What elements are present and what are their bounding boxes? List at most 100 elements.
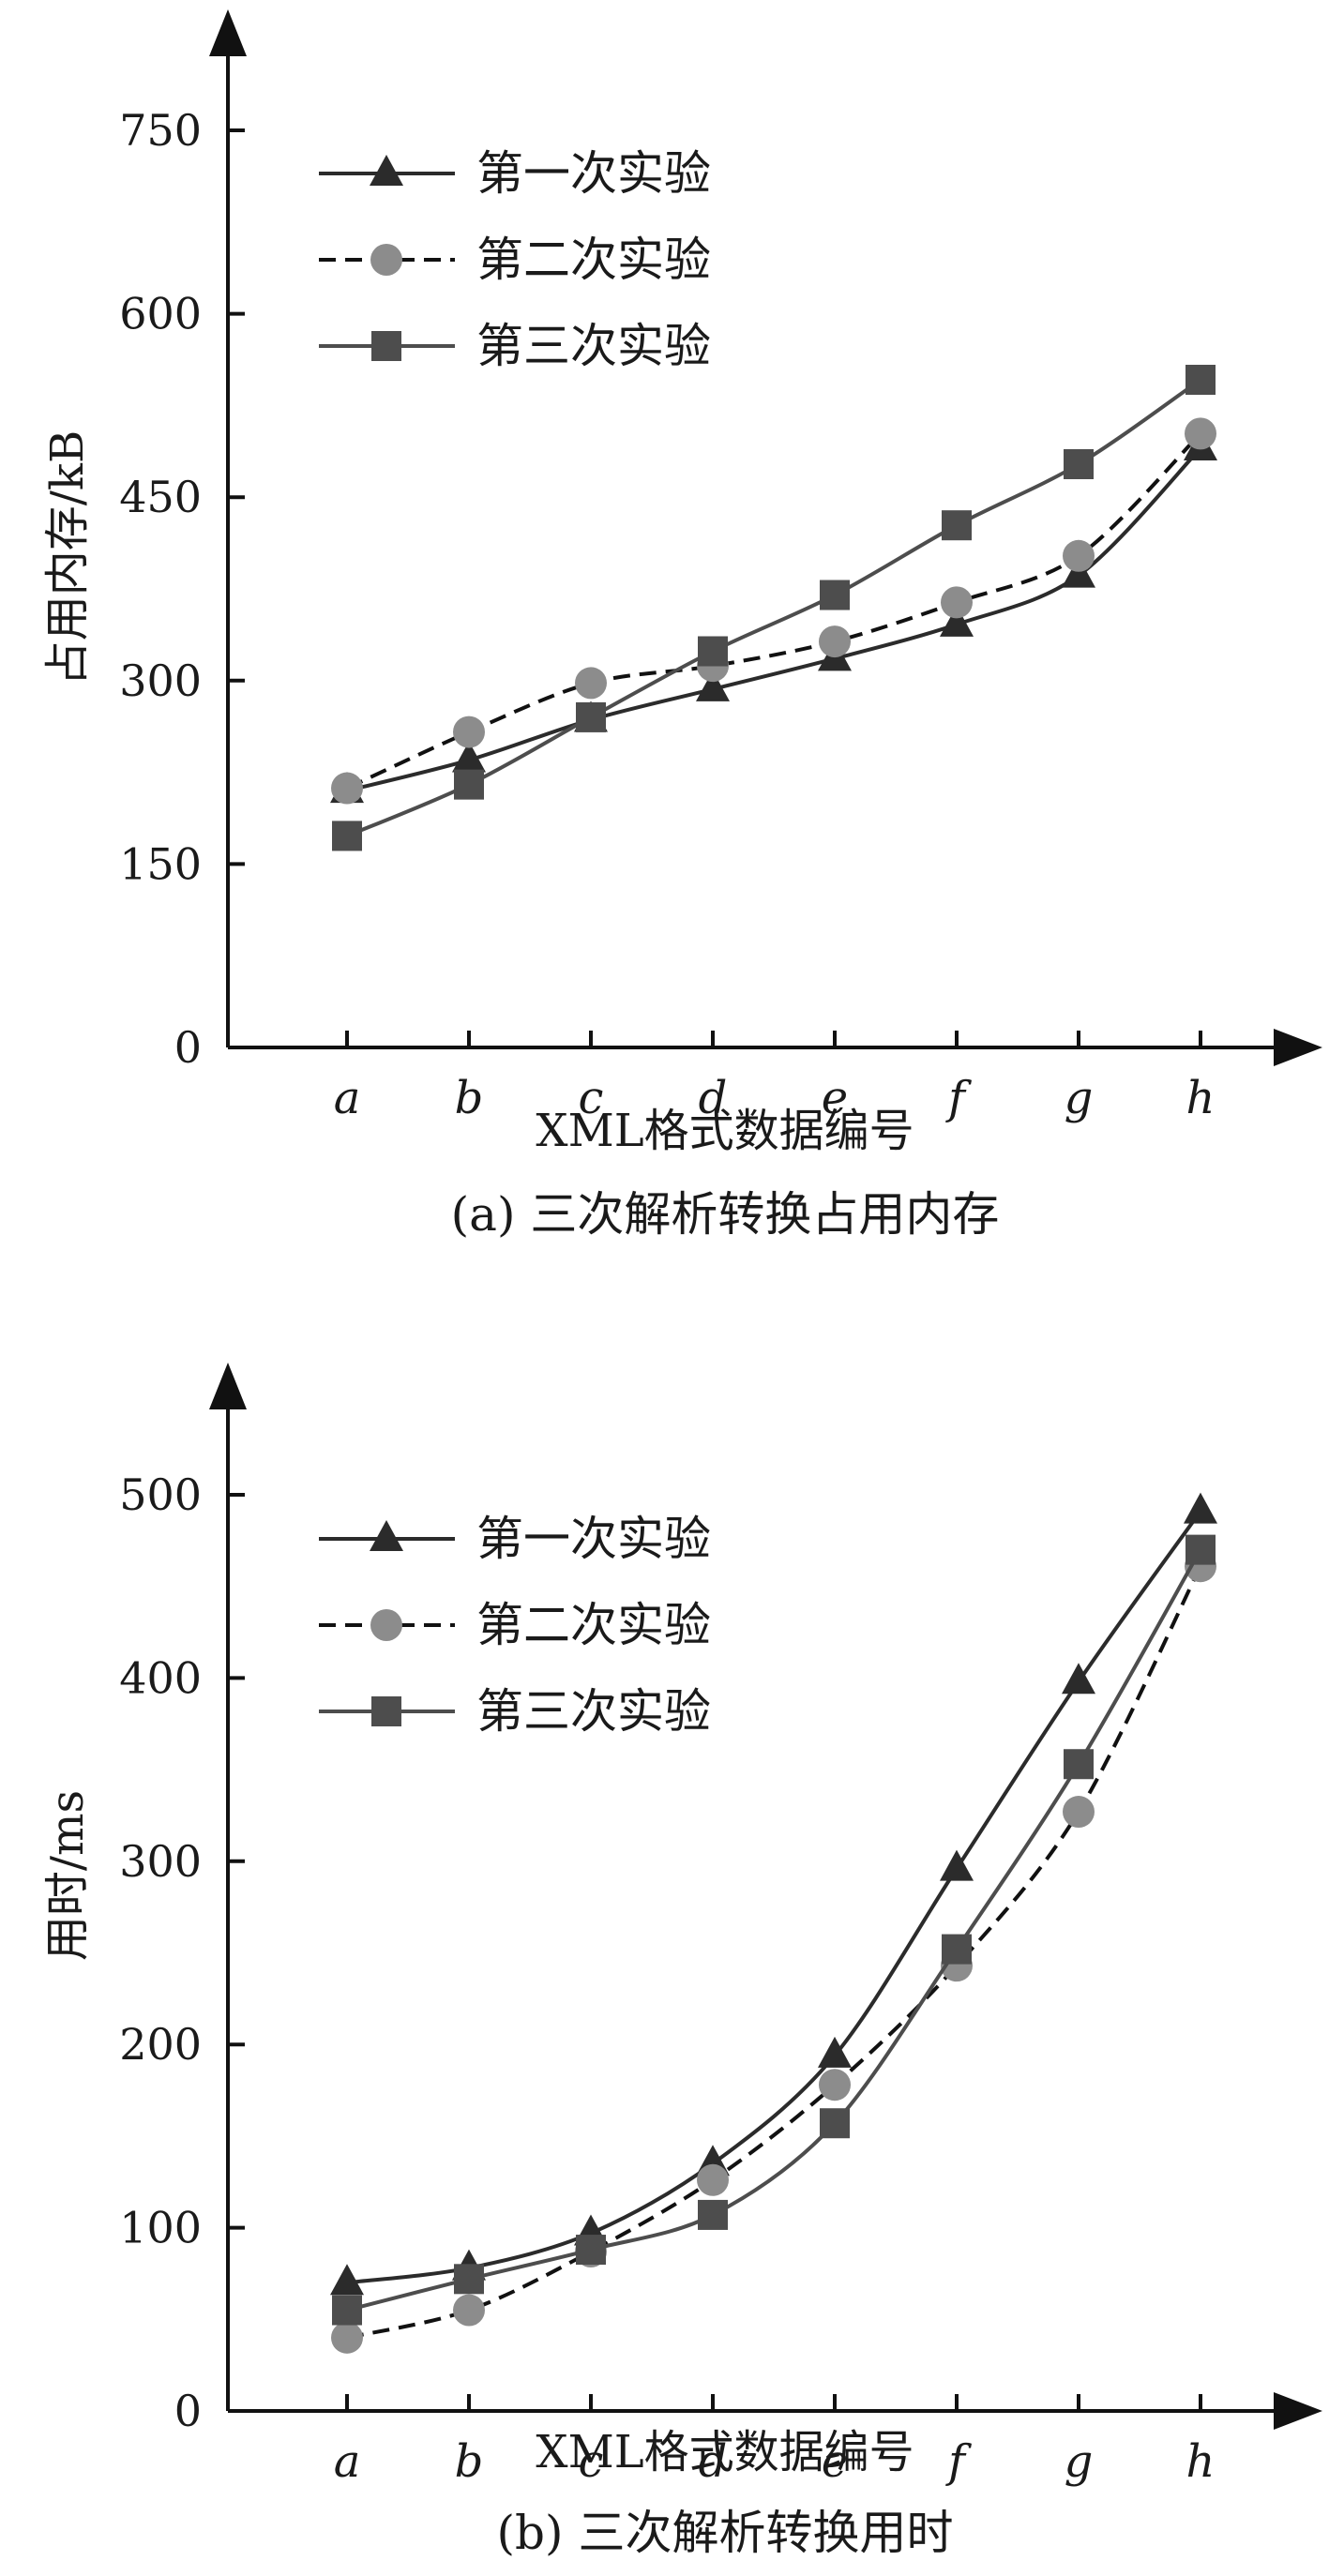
x-tick-label-memory: e [822, 1072, 848, 1124]
legend-label: 第三次实验 [476, 1684, 711, 1739]
series-line-time-1 [346, 1510, 1202, 2285]
data-point-time-1-a [330, 2264, 364, 2296]
data-point-memory-1-b [452, 741, 486, 773]
data-point-memory-3-g [1064, 448, 1094, 479]
y-tick-label-time: 300 [119, 1836, 202, 1887]
y-axis-arrow-time [209, 1363, 247, 1409]
data-point-memory-2-h [1185, 417, 1216, 450]
x-axis-arrow-time [1274, 2392, 1322, 2430]
series-memory-1 [330, 429, 1217, 804]
data-point-time-3-c [576, 2235, 606, 2266]
legend-label: 第一次实验 [476, 146, 711, 201]
x-tick-label-memory: d [699, 1072, 728, 1124]
x-tick-label-memory: a [334, 1072, 361, 1124]
legend-marker [370, 155, 403, 186]
data-point-time-1-g [1062, 1663, 1095, 1695]
legend-marker [370, 1609, 402, 1641]
data-point-memory-3-c [576, 701, 606, 732]
x-tick-label-memory: h [1186, 1072, 1216, 1124]
x-tick-label-memory: c [579, 1072, 604, 1124]
legend-marker [370, 244, 402, 276]
x-axis-arrow-memory [1274, 1029, 1322, 1066]
data-point-memory-1-g [1062, 556, 1095, 588]
x-tick-label-time: e [822, 2435, 848, 2488]
data-point-memory-3-e [820, 580, 850, 610]
y-tick-label-memory: 300 [119, 655, 202, 706]
legend-label: 第三次实验 [476, 319, 711, 373]
series-time-3 [332, 1534, 1216, 2326]
x-tick-label-memory: g [1065, 1072, 1094, 1124]
caption-time: (b) 三次解析转换用时 [497, 2506, 954, 2560]
data-point-memory-3-h [1186, 365, 1216, 396]
data-point-time-2-e [819, 2069, 851, 2101]
data-point-time-3-a [332, 2295, 362, 2326]
data-point-time-2-g [1063, 1796, 1095, 1829]
data-point-memory-1-f [940, 605, 974, 637]
data-point-time-3-h [1186, 1534, 1216, 1565]
data-point-memory-3-a [332, 821, 362, 851]
series-time-2 [331, 1550, 1216, 2354]
data-point-memory-2-c [575, 667, 607, 700]
legend-label: 第二次实验 [476, 1598, 711, 1652]
data-point-time-1-e [818, 2036, 852, 2068]
x-tick-label-time: h [1186, 2435, 1216, 2488]
data-point-time-1-f [940, 1849, 974, 1881]
x-tick-label-memory: f [945, 1072, 972, 1124]
y-tick-label-time: 200 [119, 2019, 202, 2070]
data-point-memory-2-b [453, 716, 485, 748]
data-point-time-1-h [1184, 1492, 1217, 1524]
y-tick-label-time: 400 [119, 1652, 202, 1703]
data-point-time-2-a [331, 2321, 363, 2354]
data-point-time-3-f [942, 1934, 972, 1965]
data-point-time-3-d [698, 2199, 728, 2230]
legend-marker [370, 1520, 403, 1551]
data-point-time-3-g [1064, 1749, 1094, 1780]
y-tick-label-memory: 450 [119, 472, 202, 522]
x-tick-label-time: c [579, 2435, 604, 2488]
legend-label: 第二次实验 [476, 233, 711, 287]
x-axis-title-memory: XML格式数据编号 [536, 1105, 914, 1157]
y-axis-arrow-memory [209, 9, 247, 56]
legend-label: 第一次实验 [476, 1512, 711, 1566]
x-tick-label-time: f [945, 2435, 972, 2488]
series-memory-3 [332, 365, 1216, 851]
data-point-memory-3-b [454, 769, 484, 800]
data-point-memory-2-e [819, 625, 851, 658]
caption-memory: (a) 三次解析转换占用内存 [451, 1187, 1000, 1242]
x-tick-label-memory: b [455, 1072, 484, 1124]
y-tick-label-memory: 600 [119, 289, 202, 339]
y-tick-label-time: 100 [119, 2203, 202, 2253]
x-tick-label-time: a [334, 2435, 361, 2488]
data-point-memory-3-f [942, 510, 972, 541]
legend-marker [371, 331, 401, 361]
data-point-memory-3-d [698, 636, 728, 667]
x-tick-label-time: d [699, 2435, 728, 2488]
y-axis-title-time: 用时/ms [41, 1790, 94, 1961]
y-tick-label-memory: 0 [174, 1022, 202, 1073]
x-axis-title-time: XML格式数据编号 [536, 2426, 914, 2478]
data-point-time-2-d [697, 2163, 729, 2196]
data-point-time-2-b [453, 2294, 485, 2327]
data-point-memory-2-f [941, 586, 973, 619]
y-tick-label-memory: 150 [119, 838, 202, 889]
y-tick-label-time: 500 [119, 1469, 202, 1520]
data-point-memory-2-g [1063, 539, 1095, 572]
series-time-1 [330, 1492, 1217, 2296]
data-point-time-3-b [454, 2264, 484, 2295]
y-tick-label-time: 0 [174, 2386, 202, 2436]
series-memory-2 [331, 417, 1216, 805]
x-tick-label-time: g [1065, 2435, 1094, 2488]
data-point-memory-2-a [331, 772, 363, 805]
y-axis-title-memory: 占用内存/kB [41, 430, 94, 686]
data-point-memory-1-d [696, 670, 730, 701]
legend-marker [371, 1696, 401, 1726]
series-line-time-3 [346, 1548, 1202, 2312]
x-tick-label-time: b [455, 2435, 484, 2488]
